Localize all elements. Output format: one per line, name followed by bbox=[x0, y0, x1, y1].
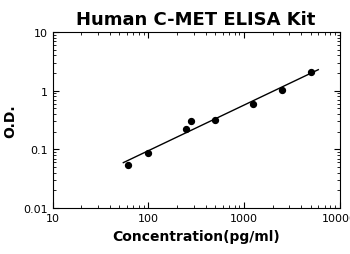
Point bbox=[308, 71, 314, 75]
Title: Human C-MET ELISA Kit: Human C-MET ELISA Kit bbox=[76, 11, 316, 29]
Point bbox=[145, 151, 151, 155]
Y-axis label: O.D.: O.D. bbox=[4, 104, 18, 137]
Point bbox=[250, 102, 256, 106]
Point bbox=[183, 128, 189, 132]
Point bbox=[126, 163, 131, 167]
Point bbox=[279, 89, 285, 93]
Point bbox=[188, 120, 194, 124]
Point bbox=[212, 118, 218, 122]
X-axis label: Concentration(pg/ml): Concentration(pg/ml) bbox=[112, 229, 280, 243]
